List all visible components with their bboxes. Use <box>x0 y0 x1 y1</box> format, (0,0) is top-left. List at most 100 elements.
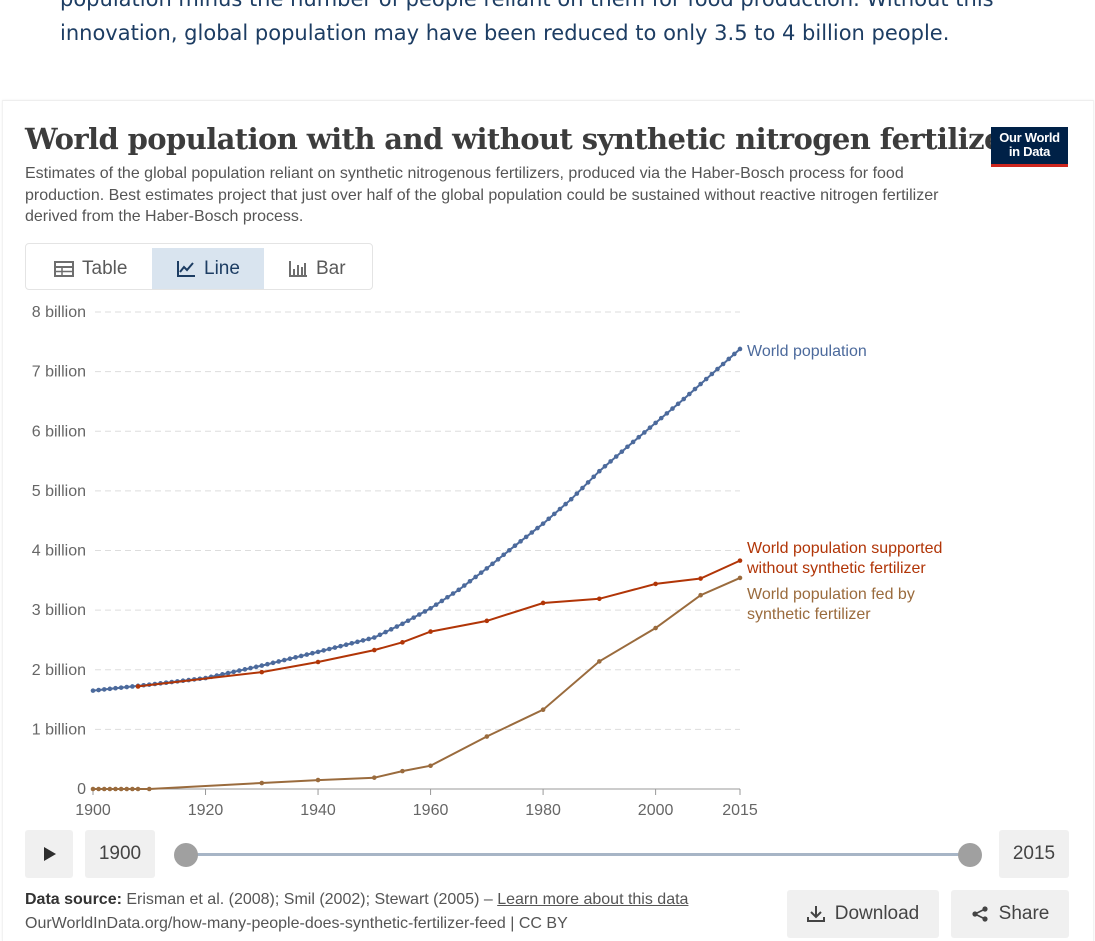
data-point <box>585 480 591 485</box>
x-tick-label: 2000 <box>638 802 674 819</box>
chart-subtitle: Estimates of the global population relia… <box>25 165 939 225</box>
series-labels: World population World population support… <box>746 343 942 623</box>
data-point <box>642 430 647 435</box>
logo-line: in Data <box>1008 144 1051 159</box>
data-point <box>698 576 703 581</box>
data-point <box>473 574 478 580</box>
data-point <box>107 686 113 692</box>
data-point <box>512 543 518 549</box>
data-point <box>276 659 281 664</box>
share-button[interactable]: Share <box>951 890 1069 938</box>
x-tick-label: 2015 <box>722 802 758 819</box>
data-point <box>540 600 546 606</box>
data-point <box>377 632 383 638</box>
data-point <box>563 501 568 507</box>
data-point <box>484 734 490 739</box>
data-point <box>113 786 118 792</box>
data-point <box>670 406 675 411</box>
data-point <box>326 646 332 652</box>
timeline-track[interactable] <box>186 853 970 856</box>
data-point <box>281 657 287 663</box>
x-tick-label: 1940 <box>300 802 336 819</box>
download-button[interactable]: Download <box>787 890 939 938</box>
data-point <box>540 707 546 712</box>
data-point <box>557 506 563 512</box>
data-point <box>636 434 642 440</box>
data-point <box>332 645 338 650</box>
download-icon <box>806 906 825 922</box>
data-point <box>608 459 613 464</box>
x-tick-label: 1900 <box>75 802 111 819</box>
chart-tabs: Table Line Bar <box>25 243 373 290</box>
source-label: Data source: <box>25 891 122 908</box>
share-label: Share <box>998 903 1050 924</box>
data-point <box>270 660 276 666</box>
owid-logo[interactable]: Our World in Data <box>991 127 1068 167</box>
tab-bar[interactable]: Bar <box>264 248 370 289</box>
data-point <box>495 557 501 562</box>
data-point <box>96 687 101 693</box>
data-point <box>90 688 96 693</box>
data-point <box>372 647 377 653</box>
data-point <box>411 615 416 620</box>
data-point <box>737 558 743 563</box>
source-url[interactable]: OurWorldInData.org/how-many-people-does-… <box>25 915 568 932</box>
tab-line[interactable]: Line <box>152 248 264 289</box>
timeline-start-handle[interactable] <box>174 843 198 867</box>
data-point <box>501 552 507 558</box>
grid-lines <box>95 311 740 730</box>
data-point <box>130 684 135 689</box>
bar-chart-icon <box>289 260 307 277</box>
data-point <box>287 656 293 662</box>
data-point <box>698 592 703 598</box>
series-label: World population fed by synthetic fertili… <box>747 586 915 623</box>
data-point <box>523 534 529 540</box>
data-point <box>462 583 467 588</box>
y-tick-label: 6 billion <box>32 423 86 440</box>
data-point <box>675 401 681 407</box>
data-point <box>681 396 687 402</box>
data-point <box>248 665 253 671</box>
data-point <box>400 768 405 774</box>
data-point <box>428 629 433 634</box>
data-point <box>433 602 439 607</box>
line-chart-icon <box>177 260 195 277</box>
data-point <box>231 669 236 675</box>
series-line <box>92 348 741 692</box>
chart-title: World population with and without synthe… <box>25 122 1033 156</box>
data-point <box>101 687 107 692</box>
data-point <box>360 638 366 643</box>
data-point <box>383 629 388 635</box>
data-point <box>507 547 512 553</box>
data-point <box>625 444 630 450</box>
y-tick-label: 1 billion <box>32 721 86 738</box>
data-point <box>546 516 552 522</box>
data-point <box>698 381 703 387</box>
timeline-end-handle[interactable] <box>958 843 982 867</box>
series-group <box>90 346 743 693</box>
data-point <box>372 775 377 780</box>
tab-label: Table <box>82 257 128 279</box>
data-point <box>597 468 602 474</box>
data-point <box>90 786 96 792</box>
data-point <box>321 648 326 653</box>
data-point <box>467 578 473 584</box>
y-tick-label: 8 billion <box>32 304 86 321</box>
data-point <box>445 594 450 600</box>
logo-line: Our World <box>999 130 1060 145</box>
tab-table[interactable]: Table <box>30 248 152 289</box>
data-point <box>372 635 377 640</box>
data-point <box>687 391 692 397</box>
data-point <box>96 786 101 792</box>
data-point <box>647 425 653 430</box>
learn-more-link[interactable]: Learn more about this data <box>497 891 689 908</box>
series-group <box>135 558 743 689</box>
data-point <box>349 640 355 646</box>
data-point <box>259 663 265 668</box>
x-tick-label: 1980 <box>525 802 561 819</box>
data-point <box>484 618 490 624</box>
series-label: World population supported without synthe… <box>746 540 942 577</box>
data-point <box>304 652 310 657</box>
data-point <box>422 609 428 614</box>
play-button[interactable] <box>25 830 73 878</box>
